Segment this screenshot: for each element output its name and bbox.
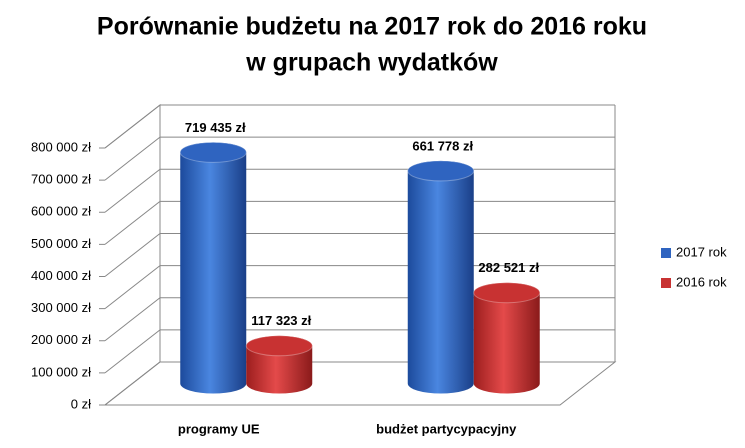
y-tick-label: 0 zł xyxy=(71,396,91,411)
legend-label: 2016 rok xyxy=(676,274,727,289)
legend-label: 2017 rok xyxy=(676,244,727,259)
bar-top xyxy=(473,282,541,304)
y-tick-label: 400 000 zł xyxy=(31,268,91,283)
y-tick-label: 300 000 zł xyxy=(31,300,91,315)
x-tick-label: programy UE xyxy=(178,421,260,436)
value-label: 661 778 zł xyxy=(412,138,473,153)
chart-title: Porównanie budżetu na 2017 rok do 2016 r… xyxy=(97,13,647,41)
x-tick-label: budżet partycypacyjny xyxy=(376,421,517,436)
bar xyxy=(473,282,540,394)
bar-top xyxy=(407,160,475,182)
y-tick-label: 600 000 zł xyxy=(31,204,91,219)
bar-top xyxy=(179,141,247,163)
y-tick-label: 700 000 zł xyxy=(31,172,91,187)
chart-title: w grupach wydatków xyxy=(245,49,498,77)
legend-swatch xyxy=(661,248,671,258)
bar xyxy=(407,160,474,394)
value-label: 719 435 zł xyxy=(185,120,246,135)
y-tick-label: 800 000 zł xyxy=(31,139,91,154)
bar xyxy=(180,142,247,394)
legend-swatch xyxy=(661,278,671,288)
grid-line xyxy=(104,104,615,149)
y-tick-label: 500 000 zł xyxy=(31,236,91,251)
value-label: 117 323 zł xyxy=(251,313,311,328)
value-label: 282 521 zł xyxy=(478,260,539,275)
y-tick-label: 100 000 zł xyxy=(31,364,91,379)
grid-line xyxy=(104,136,615,181)
y-tick-label: 200 000 zł xyxy=(31,332,91,347)
bar-top xyxy=(245,335,313,357)
